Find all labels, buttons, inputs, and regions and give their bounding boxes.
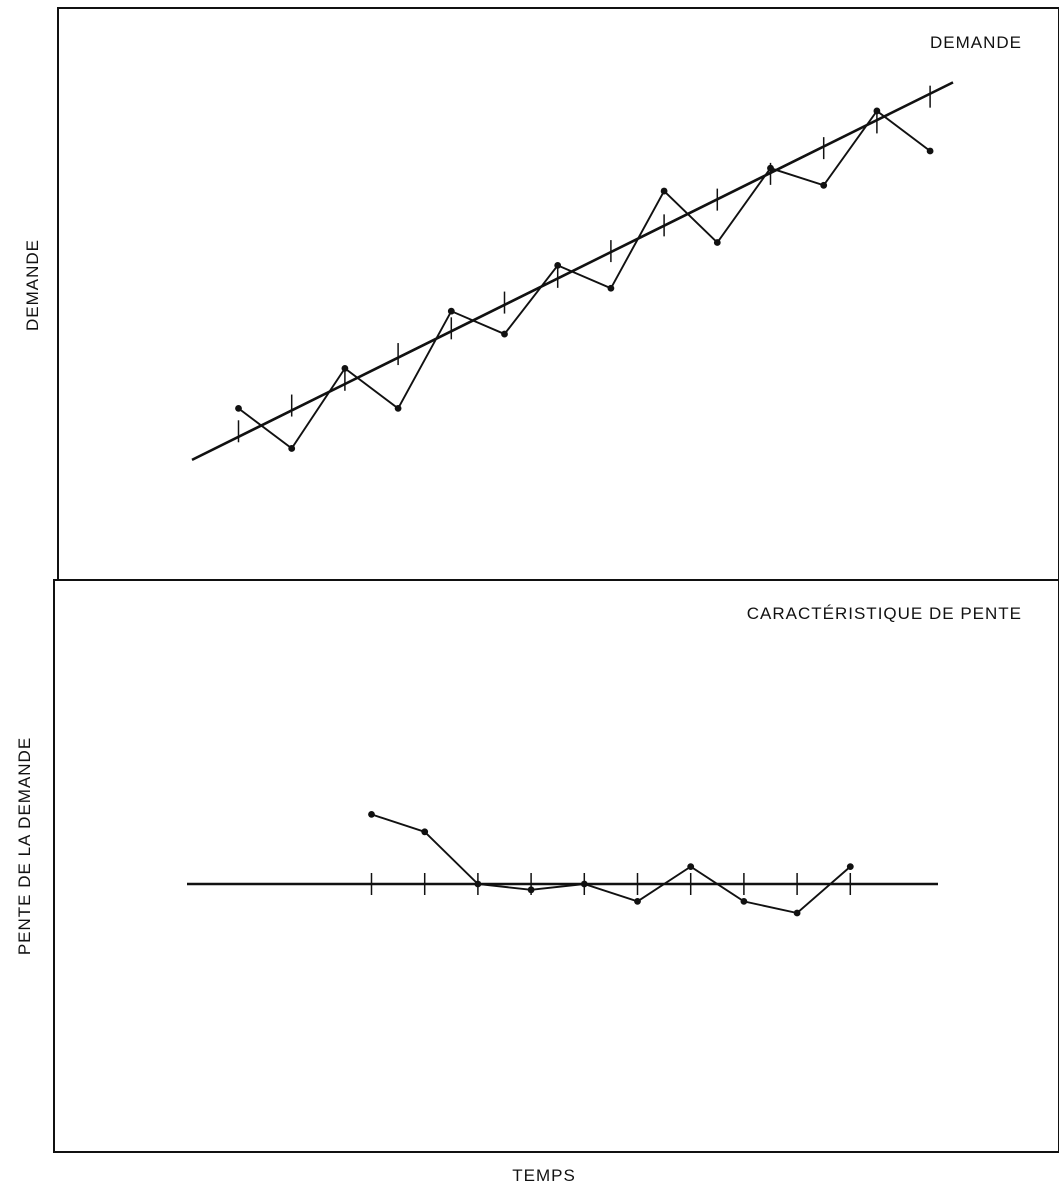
demand-point-2 [341,364,349,372]
demand-point-5 [501,330,508,338]
demand-point-3 [394,405,402,412]
slope-point-7 [740,898,748,905]
demand-point-8 [660,187,668,195]
top-panel-frame [57,7,1059,581]
demand-series-line [237,109,931,450]
slope-point-8 [793,909,801,917]
demand-point-4 [447,307,455,315]
top-panel-ylabel: DEMANDE [23,239,42,331]
slope-point-9 [846,863,854,870]
slope-point-1 [421,828,429,836]
bottom-panel-marks [187,811,938,917]
x-axis-label: TEMPS [512,1166,576,1185]
demand-point-10 [767,164,774,172]
top-panel-marks [191,81,954,462]
slope-point-0 [368,811,375,818]
slope-point-4 [580,880,588,888]
demand-point-12 [873,107,881,115]
demand-point-7 [607,284,615,292]
top-panel-title: DEMANDE [930,33,1022,52]
slope-point-6 [687,863,695,870]
demand-point-0 [235,405,242,412]
bottom-panel-ylabel: PENTE DE LA DEMANDE [15,737,34,955]
slope-series-line [371,813,851,915]
slope-point-2 [474,880,482,888]
slope-point-3 [527,886,535,894]
demand-point-6 [554,262,562,269]
bottom-panel-frame [53,579,1059,1153]
demand-point-11 [820,181,828,189]
demand-point-13 [926,147,934,155]
demand-point-9 [713,239,721,246]
slope-point-5 [634,898,641,905]
demand-point-1 [288,445,296,452]
bottom-panel-title: CARACTÉRISTIQUE DE PENTE [747,604,1022,623]
